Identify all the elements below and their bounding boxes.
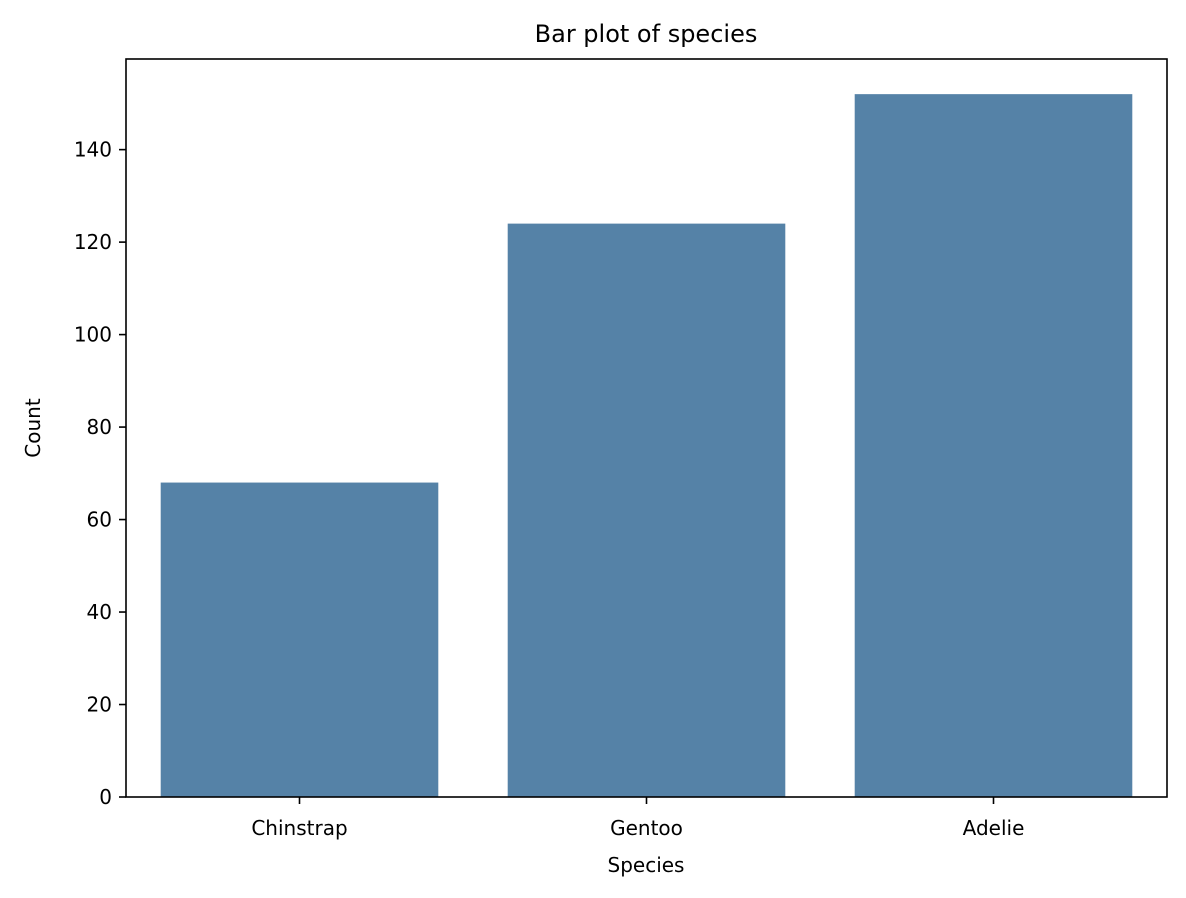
- y-tick-label: 60: [87, 508, 112, 532]
- x-tick-label: Gentoo: [610, 816, 683, 840]
- y-tick-label: 120: [74, 230, 112, 254]
- y-tick-label: 0: [99, 785, 112, 809]
- y-axis: 0 20 40 60 80 100 120 140: [74, 138, 126, 809]
- y-tick-label: 80: [87, 415, 112, 439]
- y-tick-label: 100: [74, 323, 112, 347]
- x-tick-label: Adelie: [963, 816, 1025, 840]
- y-tick-label: 20: [87, 693, 112, 717]
- y-tick-label: 140: [74, 138, 112, 162]
- bar-chinstrap: [160, 482, 439, 797]
- x-tick-label: Chinstrap: [251, 816, 347, 840]
- x-axis: Chinstrap Gentoo Adelie: [251, 797, 1024, 840]
- bars: [160, 94, 1133, 797]
- y-axis-title: Count: [21, 398, 45, 458]
- bar-gentoo: [507, 223, 786, 797]
- x-axis-title: Species: [608, 853, 685, 877]
- bar-adelie: [854, 94, 1133, 797]
- chart-title: Bar plot of species: [535, 20, 758, 48]
- y-tick-label: 40: [87, 600, 112, 624]
